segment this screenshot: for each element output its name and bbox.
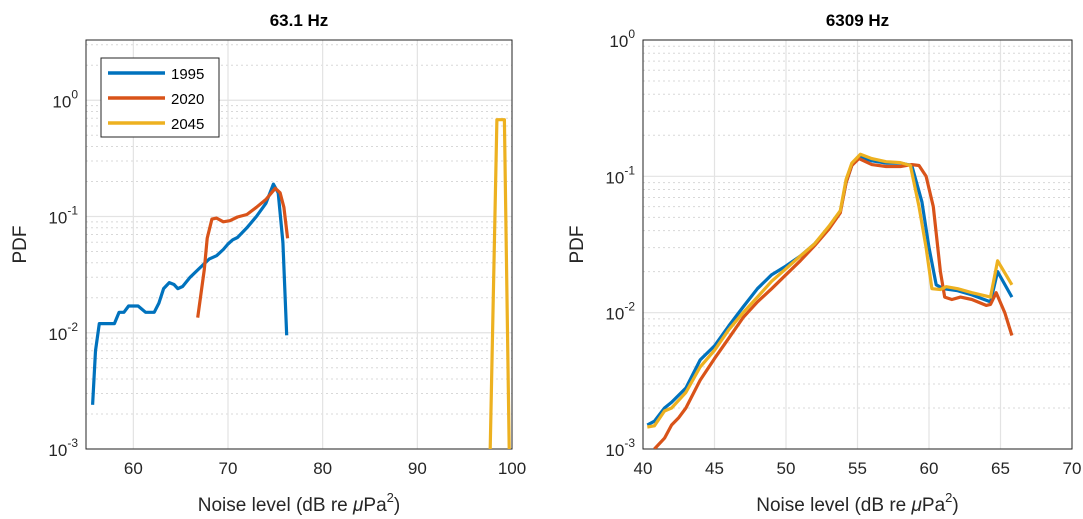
y-tick-base: 10 — [52, 92, 71, 111]
legend-label: 2020 — [171, 91, 204, 108]
x-tick-label: 70 — [219, 459, 238, 478]
x-tick-label: 70 — [1063, 459, 1082, 478]
y-tick-base: 10 — [48, 441, 67, 460]
y-tick-label: 10-1 — [48, 204, 78, 228]
x-label-unit: Pa — [922, 495, 946, 516]
series-line-2045 — [647, 152, 1014, 429]
legend-label: 1995 — [171, 66, 204, 83]
chart-title: 6309 Hz — [826, 11, 889, 30]
x-label-sup: 2 — [387, 490, 394, 505]
x-label-main: Noise level (dB re — [756, 495, 911, 516]
y-tick-label: 100 — [52, 87, 78, 111]
legend: 1995 2020 2045 — [100, 57, 220, 138]
x-tick-label: 90 — [408, 459, 427, 478]
y-tick-label: 10-3 — [48, 436, 78, 460]
y-tick-base: 10 — [605, 305, 624, 324]
x-tick-label: 60 — [920, 459, 939, 478]
series-line-1995 — [91, 182, 289, 405]
x-axis-label: Noise level (dB re μPa2) — [756, 490, 958, 516]
x-tick-label: 55 — [848, 459, 867, 478]
x-label-close: ) — [952, 495, 958, 516]
x-tick-label: 50 — [777, 459, 796, 478]
y-tick-exponent: 0 — [628, 27, 635, 41]
y-tick-label: 100 — [609, 27, 635, 51]
y-tick-base: 10 — [48, 209, 67, 228]
series-line-2045 — [488, 118, 511, 449]
y-tick-base: 10 — [48, 325, 67, 344]
y-tick-label: 10-2 — [48, 320, 78, 344]
x-tick-label: 100 — [498, 459, 526, 478]
y-tick-exponent: -1 — [67, 204, 78, 218]
y-tick-label: 10-3 — [605, 436, 635, 460]
y-tick-exponent: 0 — [71, 87, 78, 101]
x-tick-label: 40 — [634, 459, 653, 478]
x-tick-label: 60 — [124, 459, 143, 478]
y-tick-exponent: -3 — [67, 436, 78, 450]
x-label-mu: μ — [911, 495, 923, 516]
chart-title: 63.1 Hz — [270, 11, 329, 30]
x-tick-label: 65 — [991, 459, 1010, 478]
y-tick-label: 10-2 — [605, 300, 635, 324]
x-label-unit: Pa — [363, 495, 387, 516]
x-label-mu: μ — [352, 495, 364, 516]
y-axis-label: PDF — [10, 226, 31, 264]
y-tick-exponent: -2 — [624, 300, 635, 314]
x-tick-label: 80 — [313, 459, 332, 478]
y-tick-exponent: -3 — [624, 436, 635, 450]
y-tick-base: 10 — [605, 168, 624, 187]
y-tick-base: 10 — [605, 441, 624, 460]
y-axis-label: PDF — [567, 226, 588, 264]
series-line-2020 — [196, 186, 290, 318]
x-label-sup: 2 — [945, 490, 952, 505]
y-tick-exponent: -1 — [624, 163, 635, 177]
series-line-2020 — [653, 157, 1014, 449]
x-label-main: Noise level (dB re — [198, 495, 353, 516]
legend-label: 2045 — [171, 116, 204, 133]
axes-box — [85, 39, 513, 450]
x-axis-label: Noise level (dB re μPa2) — [198, 490, 400, 516]
y-tick-exponent: -2 — [67, 320, 78, 334]
axes-box — [642, 39, 1073, 450]
x-tick-label: 45 — [705, 459, 724, 478]
y-tick-base: 10 — [609, 32, 628, 51]
x-label-close: ) — [394, 495, 400, 516]
y-tick-label: 10-1 — [605, 163, 635, 187]
